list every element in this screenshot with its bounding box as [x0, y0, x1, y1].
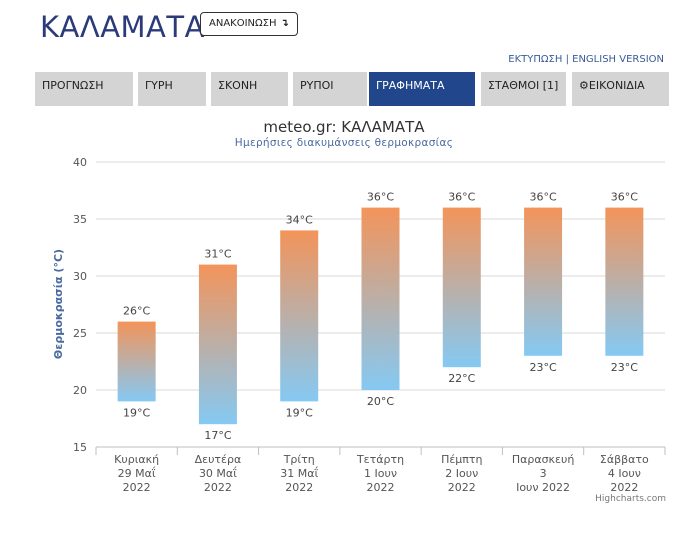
tab-label: ΕΙΚΟΝΙΔΙΑ	[588, 79, 645, 92]
y-tick-label: 30	[73, 270, 87, 283]
high-temp-label: 31°C	[204, 248, 231, 261]
low-temp-label: 23°C	[611, 361, 638, 374]
temperature-range-bar	[198, 264, 237, 425]
tab-label: ΣΤΑΘΜΟΙ [1]	[488, 79, 559, 92]
temperature-range-bar	[605, 207, 644, 356]
high-temp-label: 36°C	[611, 191, 638, 204]
x-category-label: 1 Ιουν	[364, 467, 397, 480]
links-separator: |	[565, 54, 569, 65]
x-category-label: 3	[540, 467, 547, 480]
high-temp-label: 36°C	[529, 191, 556, 204]
announcement-button[interactable]: ΑΝΑΚΟΙΝΩΣΗ ↴	[200, 12, 298, 36]
chart-subtitle: Ημερήσιες διακυμάνσεις θερμοκρασίας	[234, 137, 454, 149]
y-tick-label: 35	[73, 213, 87, 226]
tab-forecast[interactable]: ΠΡΟΓΝΩΣΗ	[35, 72, 133, 106]
tab-icons[interactable]: ⚙ΕΙΚΟΝΙΔΙΑ	[572, 72, 669, 106]
x-category-label: Δευτέρα	[195, 453, 242, 466]
tab-label: ΡΥΠΟΙ	[300, 79, 334, 92]
x-category-label: Παρασκευή	[512, 453, 575, 466]
low-temp-label: 19°C	[123, 406, 150, 419]
tab-label: ΓΥΡΗ	[145, 79, 173, 92]
announcement-label: ΑΝΑΚΟΙΝΩΣΗ	[209, 18, 277, 29]
tab-charts[interactable]: ΓΡΑΦΗΜΑΤΑ	[369, 72, 475, 106]
high-temp-label: 34°C	[286, 213, 313, 226]
x-category-label: 2022	[123, 481, 151, 494]
y-tick-label: 40	[73, 156, 87, 169]
tab-dust[interactable]: ΣΚΟΝΗ	[211, 72, 288, 106]
low-temp-label: 19°C	[286, 406, 313, 419]
x-category-label: 30 Μαΐ	[199, 466, 237, 480]
chart-title: meteo.gr: ΚΑΛΑΜΑΤΑ	[263, 118, 425, 136]
x-category-label: 29 Μαΐ	[118, 466, 156, 480]
x-category-label: 2022	[610, 481, 638, 494]
tab-pollen[interactable]: ΓΥΡΗ	[138, 72, 206, 106]
top-links: ΕΚΤΥΠΩΣΗ | ENGLISH VERSION	[508, 54, 664, 65]
gear-icon: ⚙	[579, 79, 589, 92]
return-arrow-icon: ↴	[280, 18, 289, 29]
page-title: ΚΑΛΑΜΑΤΑ	[40, 10, 205, 44]
x-category-label: 2022	[448, 481, 476, 494]
temperature-range-bar	[442, 207, 481, 368]
x-category-label: Τετάρτη	[356, 453, 404, 466]
x-category-label: Σάββατο	[600, 453, 649, 466]
temperature-range-bar	[524, 207, 563, 356]
x-category-label: 4 Ιουν	[608, 467, 641, 480]
english-version-link[interactable]: ENGLISH VERSION	[572, 54, 664, 65]
tab-label: ΠΡΟΓΝΩΣΗ	[42, 79, 104, 92]
low-temp-label: 20°C	[367, 395, 394, 408]
x-category-label: Τρίτη	[283, 453, 315, 466]
x-category-label: Πέμπτη	[441, 453, 482, 466]
tab-pollutants[interactable]: ΡΥΠΟΙ	[293, 72, 367, 106]
low-temp-label: 17°C	[204, 429, 231, 442]
x-category-label: Ιουν 2022	[516, 481, 570, 494]
tab-label: ΓΡΑΦΗΜΑΤΑ	[376, 79, 445, 92]
x-category-label: 2 Ιουν	[445, 467, 478, 480]
x-category-label: 31 Μαΐ	[280, 466, 318, 480]
high-temp-label: 36°C	[367, 191, 394, 204]
tab-label: ΣΚΟΝΗ	[218, 79, 258, 92]
y-tick-label: 25	[73, 327, 87, 340]
high-temp-label: 36°C	[448, 191, 475, 204]
temperature-range-bar	[280, 230, 319, 402]
y-axis-title: Θερμοκρασία (°C)	[52, 249, 65, 359]
x-category-label: 2022	[285, 481, 313, 494]
temperature-range-bar	[361, 207, 400, 390]
tab-stations[interactable]: ΣΤΑΘΜΟΙ [1]	[481, 72, 566, 106]
low-temp-label: 23°C	[529, 361, 556, 374]
x-category-label: 2022	[204, 481, 232, 494]
chart-credits[interactable]: Highcharts.com	[595, 494, 666, 504]
x-category-label: 2022	[367, 481, 395, 494]
print-link[interactable]: ΕΚΤΥΠΩΣΗ	[508, 54, 563, 65]
high-temp-label: 26°C	[123, 305, 150, 318]
y-tick-label: 20	[73, 384, 87, 397]
y-tick-label: 15	[73, 441, 87, 454]
low-temp-label: 22°C	[448, 372, 475, 385]
temperature-range-bar	[117, 321, 156, 402]
x-category-label: Κυριακή	[114, 453, 159, 466]
